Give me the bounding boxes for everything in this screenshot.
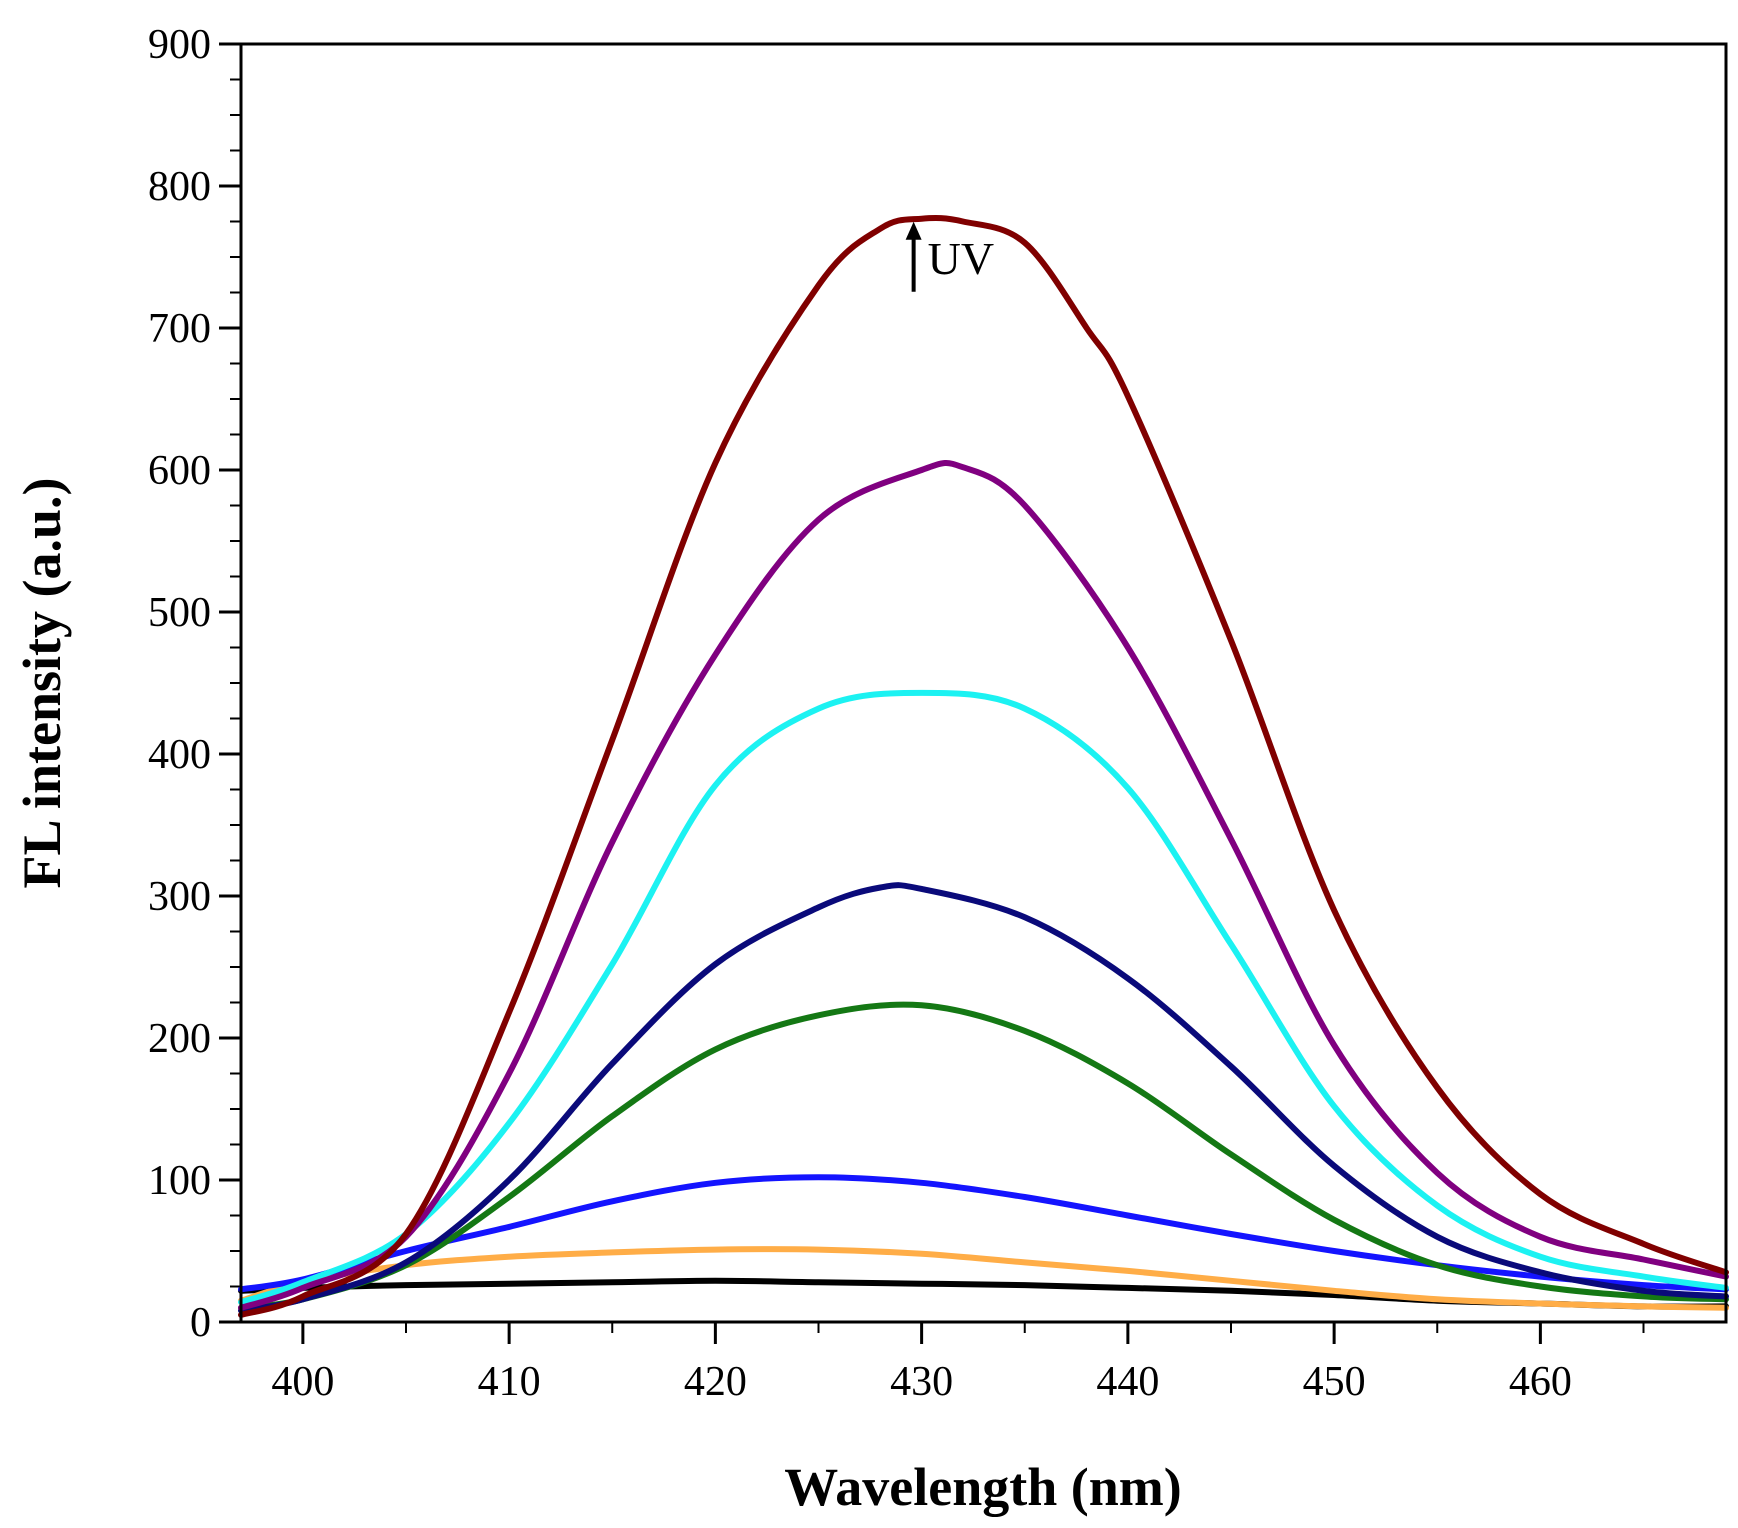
series-line-navy [238,882,1729,1314]
x-tick-label: 450 [1303,1359,1366,1405]
series-line-purple [238,460,1729,1311]
y-tick-label: 700 [148,306,211,352]
uv-label: UV [928,233,994,284]
y-tick-label: 0 [190,1300,211,1346]
series-line-green [238,1001,1729,1311]
y-tick-label: 900 [148,22,211,68]
y-tick-label: 400 [148,732,211,778]
plot-frame [239,42,1728,1324]
x-tick-label: 460 [1509,1359,1572,1405]
y-axis: 0 100 200 300 400 500 600 700 800 900 [148,22,241,1346]
x-tick-label: 440 [1096,1359,1159,1405]
uv-annotation: UV [905,221,994,292]
y-axis-title: FL intensity (a.u.) [12,477,72,888]
series-line-blue [238,1174,1729,1293]
series-line-orange [238,1246,1729,1311]
x-tick-label: 420 [684,1359,747,1405]
y-tick-label: 800 [148,164,211,210]
x-tick-label: 400 [271,1359,334,1405]
x-tick-label: 410 [478,1359,541,1405]
y-tick-label: 500 [148,590,211,636]
y-tick-label: 300 [148,874,211,920]
x-axis-title: Wavelength (nm) [784,1457,1182,1517]
y-tick-label: 100 [148,1158,211,1204]
y-tick-label: 600 [148,448,211,494]
x-tick-label: 430 [890,1359,953,1405]
x-axis: 400 410 420 430 440 450 460 [271,1322,1645,1405]
series-line-maroon [238,215,1729,1318]
y-tick-label: 200 [148,1016,211,1062]
uv-arrow-head [905,221,922,240]
series-line-cyan [238,689,1729,1306]
series-layer [238,215,1729,1318]
